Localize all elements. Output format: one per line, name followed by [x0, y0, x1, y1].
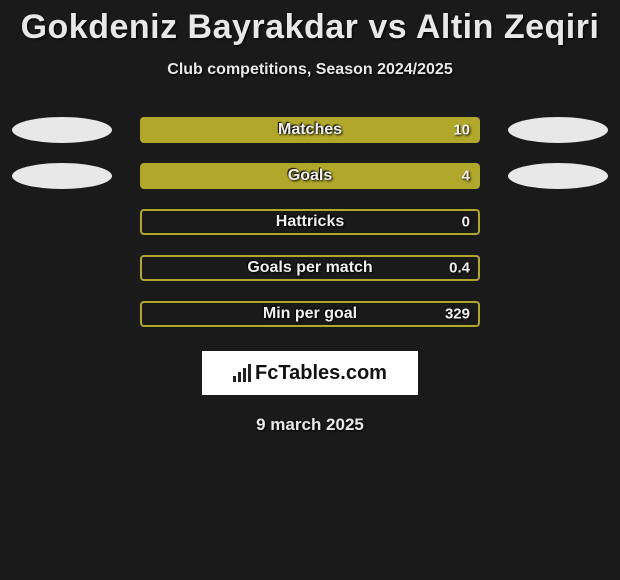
comparison-row: Min per goal 329 [0, 301, 620, 327]
stat-value-right: 329 [445, 306, 470, 323]
logo-text: FcTables.com [255, 362, 387, 385]
stat-label: Matches [278, 121, 342, 139]
stat-value-right: 0 [462, 214, 470, 231]
logo-box[interactable]: FcTables.com [202, 351, 418, 395]
date-label: 9 march 2025 [0, 415, 620, 435]
comparison-row: Matches 10 [0, 117, 620, 143]
stat-bar: Hattricks 0 [140, 209, 480, 235]
stat-value-right: 0.4 [449, 260, 470, 277]
left-marker [12, 163, 112, 189]
left-marker [12, 117, 112, 143]
stat-value-right: 4 [462, 168, 470, 185]
stat-label: Goals per match [247, 259, 372, 277]
bar-chart-icon [233, 364, 251, 382]
chart-container: Gokdeniz Bayrakdar vs Altin Zeqiri Club … [0, 0, 620, 435]
subtitle: Club competitions, Season 2024/2025 [0, 61, 620, 79]
right-marker [508, 117, 608, 143]
right-marker [508, 163, 608, 189]
stat-bar: Goals per match 0.4 [140, 255, 480, 281]
comparison-row: Goals 4 [0, 163, 620, 189]
comparison-row: Goals per match 0.4 [0, 255, 620, 281]
comparison-row: Hattricks 0 [0, 209, 620, 235]
comparison-rows: Matches 10 Goals 4 Hattricks 0 Goals per match… [0, 117, 620, 327]
stat-value-right: 10 [453, 122, 470, 139]
stat-bar: Min per goal 329 [140, 301, 480, 327]
page-title: Gokdeniz Bayrakdar vs Altin Zeqiri [0, 8, 620, 47]
stat-bar: Matches 10 [140, 117, 480, 143]
stat-bar: Goals 4 [140, 163, 480, 189]
stat-label: Min per goal [263, 305, 357, 323]
stat-label: Hattricks [276, 213, 344, 231]
stat-label: Goals [288, 167, 332, 185]
